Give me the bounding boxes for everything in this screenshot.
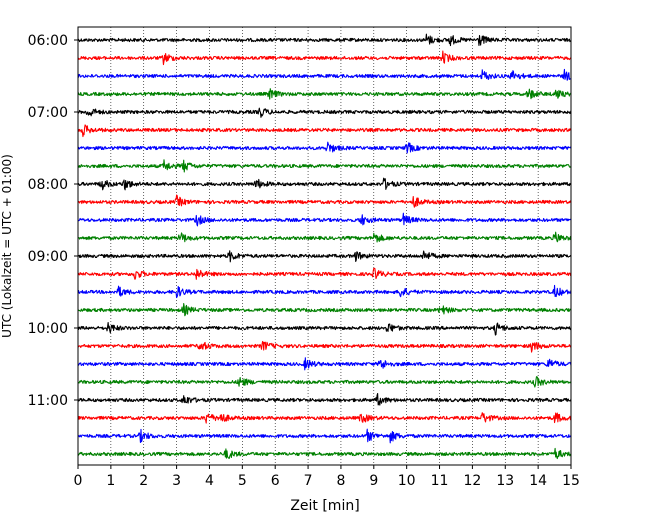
seismic-trace <box>77 68 572 81</box>
y-axis-label: UTC (Lokalzeit = UTC + 01:00) <box>0 154 14 338</box>
seismic-trace <box>77 33 572 47</box>
x-tick-label: 6 <box>271 473 280 489</box>
seismic-trace <box>77 231 572 243</box>
y-tick-label: 11:00 <box>28 393 68 409</box>
y-tick-label: 08:00 <box>28 177 68 193</box>
seismic-trace <box>77 194 572 208</box>
y-axis-ticks: 06:00 07:00 08:00 09:00 10:00 11:00 <box>28 33 78 409</box>
seismic-trace <box>77 141 572 154</box>
seismic-trace <box>77 303 572 317</box>
seismic-trace <box>77 376 572 388</box>
x-tick-label: 3 <box>172 473 181 489</box>
seismic-trace <box>77 412 572 424</box>
seismic-trace <box>77 340 572 353</box>
seismic-trace <box>77 321 572 336</box>
x-tick-label: 13 <box>496 473 514 489</box>
y-tick-label: 07:00 <box>28 105 68 121</box>
seismic-trace <box>77 159 572 173</box>
x-tick-label: 5 <box>238 473 247 489</box>
seismic-traces <box>77 33 572 460</box>
x-tick-label: 9 <box>369 473 378 489</box>
plot-frame <box>77 26 572 466</box>
x-tick-label: 15 <box>562 473 580 489</box>
x-tick-label: 11 <box>431 473 449 489</box>
seismic-trace <box>77 124 572 138</box>
y-tick-label: 06:00 <box>28 33 68 49</box>
x-tick-label: 2 <box>139 473 148 489</box>
x-axis-label: Zeit [min] <box>290 498 359 514</box>
x-tick-label: 4 <box>205 473 214 489</box>
seismic-trace <box>77 357 572 371</box>
seismic-trace <box>77 177 572 191</box>
x-tick-label: 8 <box>336 473 345 489</box>
y-tick-label: 09:00 <box>28 249 68 265</box>
x-axis-ticks: 0 1 2 3 4 5 6 7 8 9 10 11 12 13 14 15 <box>74 465 580 489</box>
seismic-trace <box>77 107 572 118</box>
seismic-trace <box>77 250 572 263</box>
x-tick-label: 14 <box>529 473 547 489</box>
seismic-trace <box>77 267 572 280</box>
seismic-trace <box>77 212 572 227</box>
seismic-trace <box>77 447 572 460</box>
x-tick-label: 1 <box>106 473 115 489</box>
seismic-trace <box>77 284 572 299</box>
x-tick-label: 0 <box>74 473 83 489</box>
seismic-trace <box>77 392 572 406</box>
x-tick-label: 10 <box>398 473 416 489</box>
x-tick-label: 7 <box>304 473 313 489</box>
vertical-gridlines <box>110 27 539 465</box>
y-tick-label: 10:00 <box>28 321 68 337</box>
x-tick-label: 12 <box>463 473 481 489</box>
seismic-trace <box>77 88 572 100</box>
seismic-trace <box>77 50 572 66</box>
seismic-trace <box>77 428 572 444</box>
